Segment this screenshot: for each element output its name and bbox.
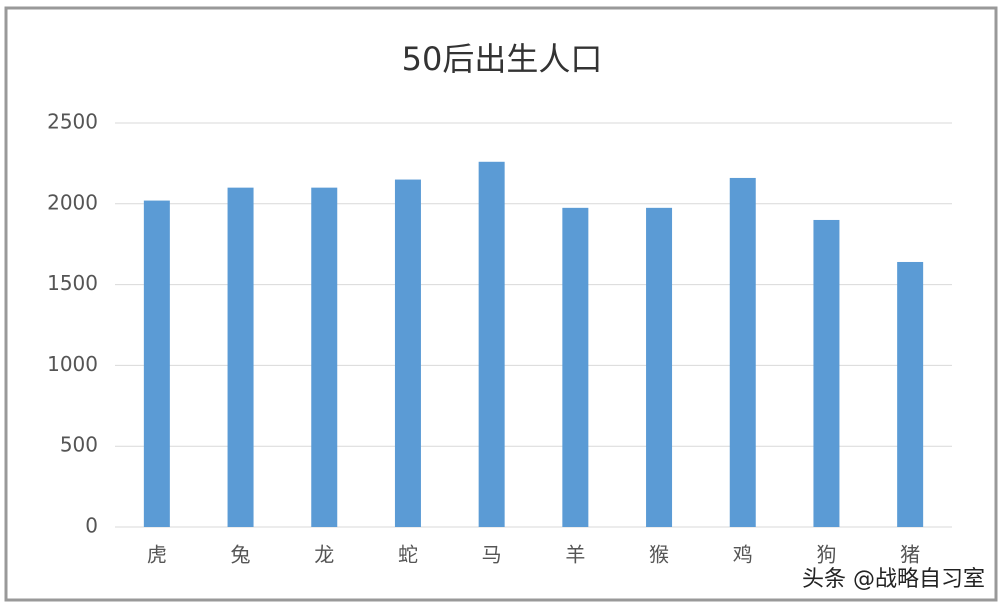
- x-tick-label: 猴: [649, 543, 669, 567]
- watermark: 头条 @战略自习室: [802, 567, 985, 592]
- bar: [478, 161, 505, 527]
- x-tick-label: 马: [482, 543, 502, 567]
- bar: [646, 207, 673, 527]
- bar: [562, 207, 589, 527]
- y-tick-label: 500: [60, 433, 98, 457]
- chart-title: 50后出生人口: [402, 40, 603, 78]
- x-tick-label: 兔: [231, 543, 251, 567]
- x-tick-label: 猪: [900, 543, 920, 567]
- bar: [143, 200, 170, 527]
- bar: [227, 187, 254, 527]
- y-tick-label: 1500: [47, 271, 98, 295]
- y-tick-label: 2000: [47, 190, 98, 214]
- x-tick-label: 龙: [314, 543, 334, 567]
- x-tick-label: 狗: [816, 543, 836, 567]
- bar: [813, 219, 840, 527]
- y-tick-label: 0: [85, 514, 98, 538]
- bar: [729, 177, 756, 527]
- bar: [897, 261, 924, 527]
- x-tick-label: 虎: [147, 543, 167, 567]
- x-tick-label: 羊: [565, 543, 585, 567]
- bar: [394, 179, 421, 527]
- bar: [311, 187, 338, 527]
- y-tick-label: 2500: [47, 110, 98, 134]
- x-tick-label: 鸡: [733, 543, 753, 567]
- x-tick-label: 蛇: [398, 543, 418, 567]
- y-tick-label: 1000: [47, 352, 98, 376]
